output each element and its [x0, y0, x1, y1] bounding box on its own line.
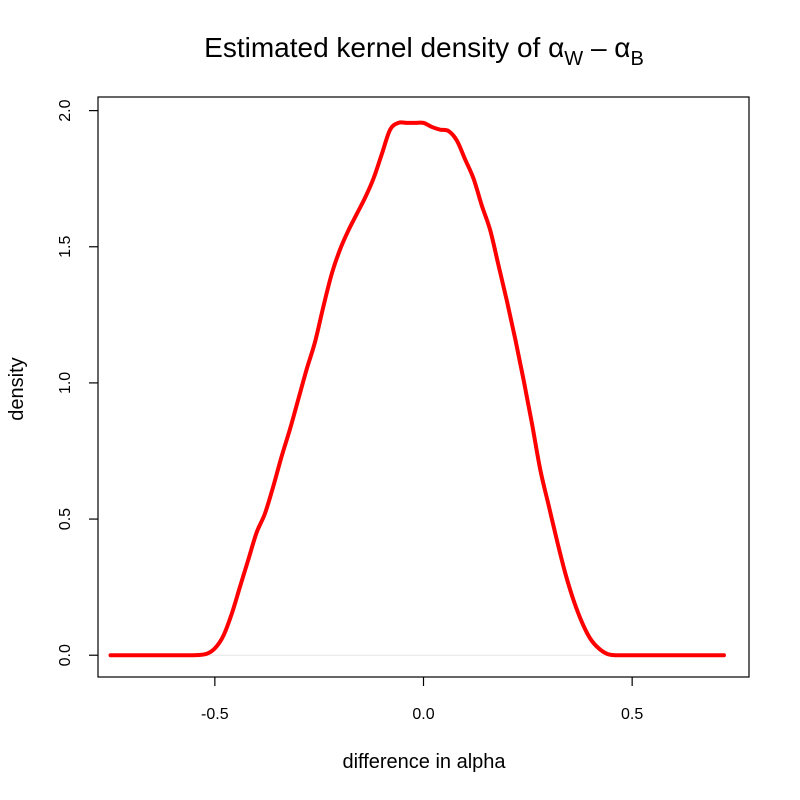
- density-curve: [108, 120, 726, 658]
- chart-title-minus: – α: [583, 32, 630, 63]
- series-layer: [108, 120, 726, 658]
- chart-title-subscript-w: W: [564, 48, 583, 70]
- x-axis: -0.5 0.0 0.5: [201, 677, 643, 723]
- y-axis: 0.0 0.5 1.0 1.5 2.0: [57, 99, 98, 666]
- y-tick-label: 0.5: [57, 508, 74, 530]
- x-tick-label: -0.5: [201, 706, 229, 723]
- y-tick-label: 2.0: [57, 99, 74, 121]
- chart-title: Estimated kernel density of αW – αB: [204, 32, 644, 70]
- y-tick-label: 1.5: [57, 236, 74, 258]
- y-axis-label: density: [6, 357, 28, 420]
- plot-frame: [97, 96, 750, 678]
- y-tick-label: 0.0: [57, 644, 74, 666]
- x-tick-label: 0.0: [412, 706, 434, 723]
- x-axis-label: difference in alpha: [342, 751, 506, 773]
- chart-title-main: Estimated kernel density of α: [204, 32, 564, 63]
- x-tick-label: 0.5: [621, 706, 643, 723]
- chart-title-subscript-b: B: [631, 48, 644, 70]
- y-tick-label: 1.0: [57, 372, 74, 394]
